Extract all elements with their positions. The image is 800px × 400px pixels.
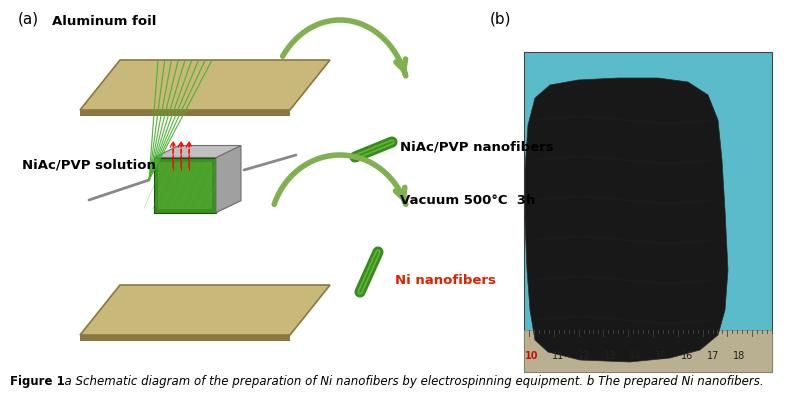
Polygon shape [80,285,330,335]
Text: Ni nanofibers: Ni nanofibers [395,274,496,286]
Text: 17: 17 [707,351,719,361]
Text: 11: 11 [552,351,564,361]
Polygon shape [525,78,728,362]
Text: 18: 18 [733,351,745,361]
Polygon shape [154,146,241,158]
Text: 15: 15 [655,351,667,361]
Text: (b): (b) [490,12,511,27]
Polygon shape [216,146,241,212]
Text: a Schematic diagram of the preparation of Ni nanofibers by electrospinning equip: a Schematic diagram of the preparation o… [57,375,764,388]
Bar [524,52,772,372]
Polygon shape [154,158,216,212]
Polygon shape [80,110,290,116]
Text: Aluminum foil: Aluminum foil [52,15,156,28]
Text: 10: 10 [526,351,538,361]
Text: NiAc/PVP solution: NiAc/PVP solution [22,158,156,172]
Text: NiAc/PVP nanofibers: NiAc/PVP nanofibers [400,140,554,154]
Polygon shape [158,162,212,208]
Polygon shape [154,200,241,212]
Text: 12: 12 [578,351,590,361]
Bar [524,330,772,372]
Polygon shape [80,60,330,110]
Text: (a): (a) [18,12,39,27]
Text: 13: 13 [603,351,616,361]
Text: 14: 14 [630,351,642,361]
Text: Figure 1: Figure 1 [10,375,65,388]
Text: Vacuum 500°C  3h: Vacuum 500°C 3h [400,194,535,206]
Polygon shape [80,335,290,341]
Text: 16: 16 [681,351,694,361]
